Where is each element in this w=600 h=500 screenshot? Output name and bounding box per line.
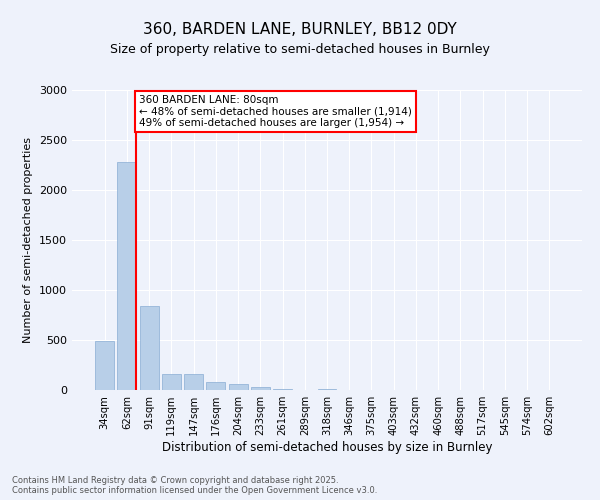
X-axis label: Distribution of semi-detached houses by size in Burnley: Distribution of semi-detached houses by … — [162, 441, 492, 454]
Y-axis label: Number of semi-detached properties: Number of semi-detached properties — [23, 137, 34, 343]
Text: Contains public sector information licensed under the Open Government Licence v3: Contains public sector information licen… — [12, 486, 377, 495]
Text: 360, BARDEN LANE, BURNLEY, BB12 0DY: 360, BARDEN LANE, BURNLEY, BB12 0DY — [143, 22, 457, 38]
Bar — [273, 388, 292, 390]
Text: Contains HM Land Registry data © Crown copyright and database right 2025.: Contains HM Land Registry data © Crown c… — [12, 476, 338, 485]
Bar — [317, 389, 337, 390]
Bar — [140, 306, 158, 390]
Bar — [251, 387, 270, 390]
Text: 360 BARDEN LANE: 80sqm
← 48% of semi-detached houses are smaller (1,914)
49% of : 360 BARDEN LANE: 80sqm ← 48% of semi-det… — [139, 95, 412, 128]
Bar — [184, 374, 203, 390]
Bar — [95, 341, 114, 390]
Bar — [229, 384, 248, 390]
Bar — [162, 374, 181, 390]
Bar — [118, 162, 136, 390]
Bar — [206, 382, 225, 390]
Text: Size of property relative to semi-detached houses in Burnley: Size of property relative to semi-detach… — [110, 42, 490, 56]
